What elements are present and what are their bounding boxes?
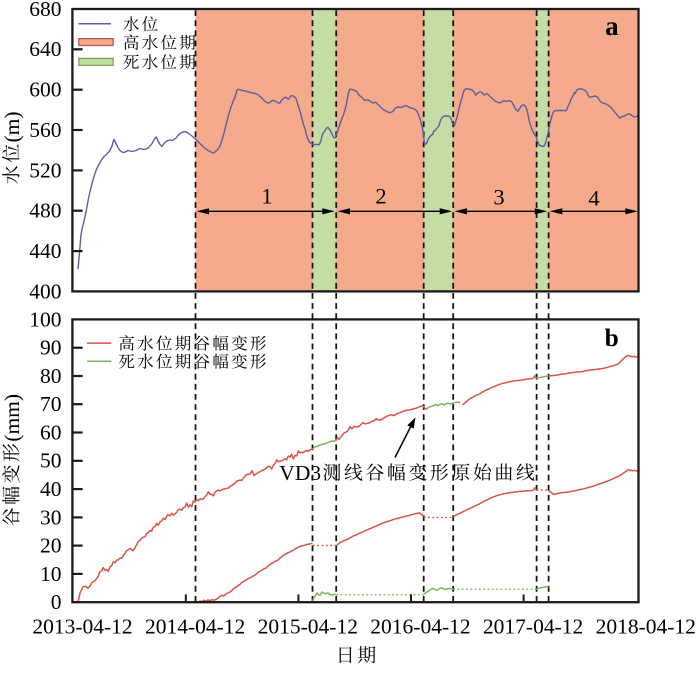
- svg-text:0: 0: [51, 590, 62, 614]
- svg-text:400: 400: [29, 279, 61, 303]
- svg-text:2016-04-12: 2016-04-12: [370, 615, 470, 639]
- svg-text:520: 520: [29, 158, 61, 182]
- svg-text:440: 440: [29, 239, 61, 263]
- svg-text:2018-04-12: 2018-04-12: [596, 615, 696, 639]
- svg-text:480: 480: [29, 199, 61, 223]
- svg-text:2014-04-12: 2014-04-12: [145, 615, 245, 639]
- svg-text:70: 70: [40, 392, 62, 416]
- svg-text:40: 40: [40, 477, 62, 501]
- svg-text:3: 3: [493, 185, 504, 210]
- svg-text:10: 10: [40, 562, 62, 586]
- svg-text:(m): (m): [0, 111, 24, 142]
- svg-text:100: 100: [29, 307, 61, 331]
- svg-text:50: 50: [40, 449, 62, 473]
- svg-text:560: 560: [29, 118, 61, 142]
- svg-text:VD3: VD3: [279, 461, 321, 485]
- svg-text:(mm): (mm): [0, 394, 24, 442]
- svg-text:640: 640: [29, 37, 61, 61]
- svg-text:2017-04-12: 2017-04-12: [483, 615, 583, 639]
- svg-text:680: 680: [29, 0, 61, 21]
- svg-text:2013-04-12: 2013-04-12: [32, 615, 132, 639]
- svg-text:60: 60: [40, 420, 62, 444]
- svg-text:600: 600: [29, 78, 61, 102]
- svg-text:a: a: [605, 11, 619, 41]
- svg-text:20: 20: [40, 534, 62, 558]
- svg-text:b: b: [605, 323, 619, 352]
- svg-text:30: 30: [40, 505, 62, 529]
- svg-text:80: 80: [40, 364, 62, 388]
- svg-text:4: 4: [588, 186, 599, 211]
- svg-text:2015-04-12: 2015-04-12: [258, 615, 358, 639]
- svg-text:2: 2: [375, 184, 386, 209]
- svg-text:1: 1: [261, 184, 272, 209]
- svg-text:90: 90: [40, 336, 62, 360]
